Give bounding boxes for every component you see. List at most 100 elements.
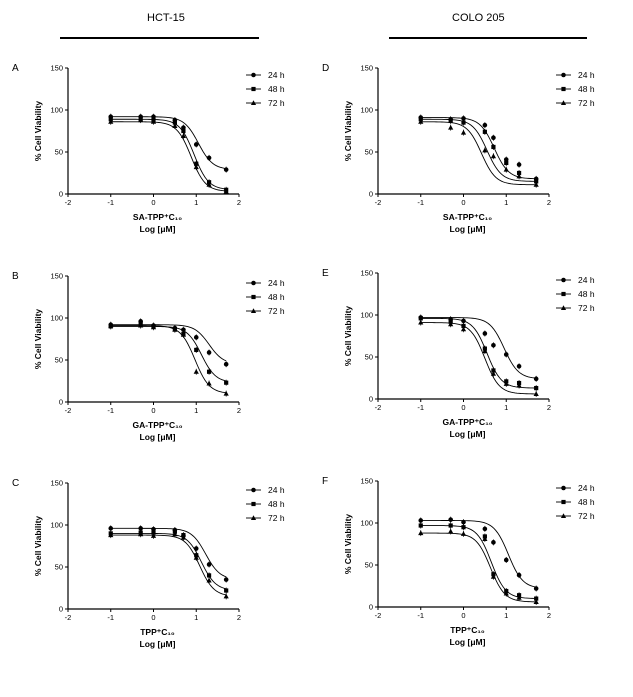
legend-label: 24 h <box>578 70 595 80</box>
x-tick-label: -1 <box>107 613 114 622</box>
x-tick-label: 1 <box>504 611 508 620</box>
data-point <box>503 557 509 563</box>
data-point <box>534 179 539 184</box>
legend-marker <box>251 487 256 493</box>
column-rule-hct15 <box>60 37 259 39</box>
legend-marker <box>561 72 566 78</box>
data-point <box>138 526 143 531</box>
y-axis-label: % Cell Viability <box>33 309 43 370</box>
series-curve-24h <box>110 324 227 362</box>
data-point <box>533 181 539 187</box>
series-curve-48h <box>420 118 537 182</box>
y-tick-label: 150 <box>50 272 63 281</box>
data-point <box>193 335 199 340</box>
data-point <box>461 120 466 125</box>
data-point <box>193 368 199 374</box>
legend-label: 48 h <box>578 497 595 507</box>
data-point <box>206 369 212 374</box>
y-tick-label: 0 <box>369 190 373 199</box>
x-tick-label: -2 <box>65 406 72 415</box>
data-point <box>490 153 497 159</box>
series-curve-24h <box>420 117 537 180</box>
data-point <box>482 122 488 128</box>
data-point <box>491 144 496 150</box>
panel-letter: E <box>322 268 329 279</box>
data-point <box>138 322 144 328</box>
x-tick-label: 0 <box>151 198 155 207</box>
x-tick-label: 1 <box>504 198 508 207</box>
legend-label: 24 h <box>578 275 595 285</box>
y-axis-label: % Cell Viability <box>33 101 43 162</box>
data-point <box>150 118 157 124</box>
data-point <box>108 322 114 328</box>
data-point <box>491 540 496 545</box>
legend-label: 72 h <box>578 303 595 313</box>
panel-letter: A <box>12 63 19 74</box>
series-curve-72h <box>110 325 227 394</box>
series-curve-72h <box>110 121 227 192</box>
data-point <box>482 147 488 153</box>
legend-label: 72 h <box>578 511 595 521</box>
y-tick-label: 150 <box>360 477 373 486</box>
data-point <box>516 170 522 176</box>
y-tick-label: 100 <box>50 521 63 530</box>
data-point <box>172 326 178 332</box>
x-axis-label: Log [μM] <box>140 224 176 234</box>
panel-letter: D <box>322 63 329 74</box>
y-tick-label: 100 <box>360 311 373 320</box>
data-point <box>482 129 487 134</box>
data-point <box>534 385 539 391</box>
x-axis-label: Log [μM] <box>450 637 486 647</box>
y-tick-label: 150 <box>50 64 63 73</box>
legend-marker <box>251 280 256 286</box>
data-point <box>418 316 423 321</box>
panel-letter: C <box>12 478 19 489</box>
legend-marker <box>251 501 256 507</box>
x-tick-label: 1 <box>194 198 198 207</box>
y-tick-label: 0 <box>369 603 373 612</box>
legend-marker <box>561 277 566 283</box>
data-point <box>461 519 466 525</box>
y-tick-label: 0 <box>59 605 63 614</box>
series-curve-48h <box>110 532 227 590</box>
data-point <box>533 599 539 604</box>
data-point <box>206 577 212 583</box>
x-axis-label: Log [μM] <box>450 429 486 439</box>
data-point <box>150 533 157 538</box>
x-axis-label: Log [μM] <box>450 224 486 234</box>
data-point <box>223 361 229 367</box>
series-curve-24h <box>420 317 537 379</box>
data-point <box>491 342 496 348</box>
x-axis-label: Log [μM] <box>140 639 176 649</box>
data-point <box>491 368 496 373</box>
y-tick-label: 150 <box>50 479 63 488</box>
data-point <box>108 526 114 531</box>
panel-letter: F <box>322 476 328 487</box>
data-point <box>516 594 522 600</box>
x-tick-label: -2 <box>65 198 72 207</box>
data-point <box>448 118 453 124</box>
data-point <box>206 573 212 578</box>
x-tick-label: 0 <box>461 198 465 207</box>
data-point <box>516 173 522 179</box>
x-tick-label: 0 <box>151 613 155 622</box>
data-point <box>490 371 497 376</box>
x-axis-label: Log [μM] <box>140 432 176 442</box>
series-curve-72h <box>110 534 227 596</box>
x-tick-label: 2 <box>237 613 241 622</box>
x-tick-label: -1 <box>417 198 424 207</box>
chart-svg: F 0 50 100 150 -2 -1 0 1 2 % Cell Viability TPP⁺C₁₀… <box>322 476 595 647</box>
legend-label: 48 h <box>578 84 595 94</box>
chart-svg: D 0 50 100 150 -2 -1 0 1 2 % Cell Viability SA-TPP⁺… <box>322 63 595 234</box>
x-tick-label: -2 <box>375 198 382 207</box>
series-curve-48h <box>110 118 227 190</box>
series-curve-48h <box>420 317 537 389</box>
data-point <box>504 160 509 166</box>
data-point <box>206 181 212 187</box>
data-point <box>482 331 488 336</box>
legend-marker <box>560 513 567 518</box>
data-point <box>448 528 454 534</box>
series-curve-24h <box>420 520 537 588</box>
legend-label: 24 h <box>268 485 285 495</box>
x-tick-label: -2 <box>375 611 382 620</box>
